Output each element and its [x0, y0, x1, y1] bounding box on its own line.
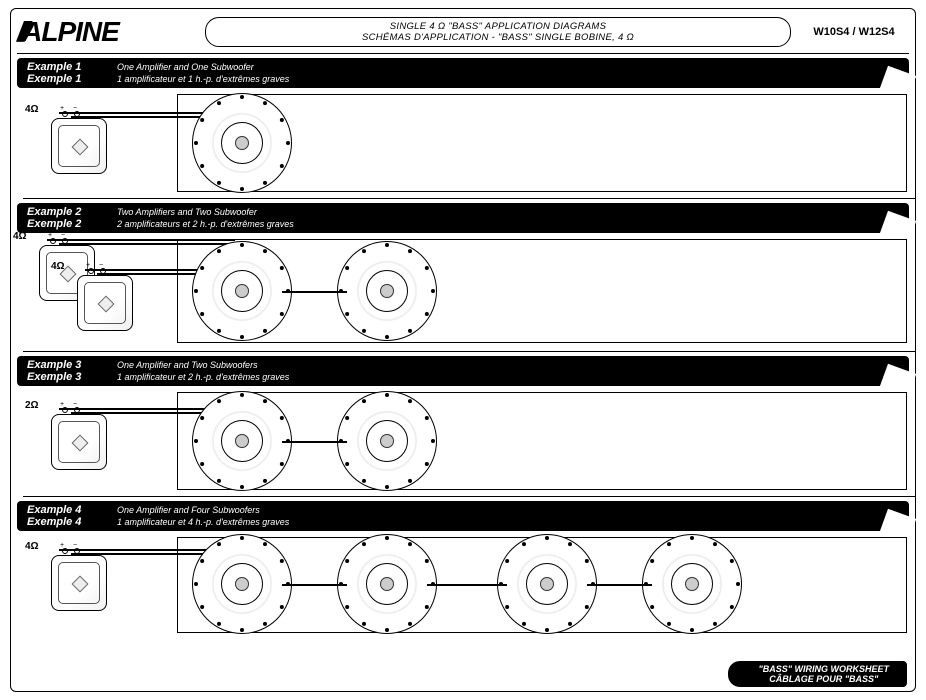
section-divider: [23, 496, 915, 497]
impedance-label: 4Ω: [51, 261, 65, 272]
model-numbers: W10S4 / W12S4: [799, 26, 909, 38]
wire: [47, 239, 235, 241]
footer-pill: "BASS" WIRING WORKSHEET CÂBLAGE POUR "BA…: [728, 661, 907, 687]
example-label-fr: Exemple 3: [27, 371, 107, 383]
subwoofer-icon: [337, 391, 437, 491]
header-divider: [17, 53, 909, 54]
example-label-en: Example 1: [27, 61, 107, 73]
amplifier-icon: +−: [51, 414, 107, 470]
diagram-2: +−4Ω+−4Ω: [17, 233, 909, 351]
amplifier-icon: +−: [51, 555, 107, 611]
section-divider: [23, 198, 915, 199]
example-desc-fr: 2 amplificateurs et 2 h.-p. d'extrêmes g…: [117, 219, 294, 229]
example-header-3: Example 3 One Amplifier and Two Subwoofer…: [17, 356, 909, 386]
diagram-3: +− 2Ω: [17, 386, 909, 496]
example-desc-en: One Amplifier and Two Subwoofers: [117, 360, 258, 370]
example-header-2: Example 2 Two Amplifiers and Two Subwoofe…: [17, 203, 909, 233]
example-desc-en: Two Amplifiers and Two Subwoofer: [117, 207, 257, 217]
example-label-en: Example 4: [27, 504, 107, 516]
page-frame: ////ALPINE SINGLE 4 Ω "BASS" APPLICATION…: [10, 8, 916, 692]
title-fr: SCHÉMAS D'APPLICATION - "BASS" SINGLE BO…: [362, 32, 634, 43]
amplifier-icon: +−: [77, 275, 133, 331]
subwoofer-icon: [192, 93, 292, 193]
example-label-en: Example 3: [27, 359, 107, 371]
subwoofer-icon: [192, 534, 292, 634]
example-desc-fr: 1 amplificateur et 1 h.-p. d'extrêmes gr…: [117, 74, 289, 84]
wire: [427, 584, 507, 586]
example-header-1: Example 1 One Amplifier and One Subwoofer…: [17, 58, 909, 88]
impedance-label: 4Ω: [25, 104, 39, 115]
impedance-label: 4Ω: [13, 231, 27, 242]
diagram-4: +− 4Ω: [17, 531, 909, 649]
subwoofer-icon: [642, 534, 742, 634]
title-oval: SINGLE 4 Ω "BASS" APPLICATION DIAGRAMS S…: [205, 17, 791, 47]
example-label-fr: Exemple 1: [27, 73, 107, 85]
header: ////ALPINE SINGLE 4 Ω "BASS" APPLICATION…: [17, 13, 909, 51]
subwoofer-icon: [337, 241, 437, 341]
footer-line2: CÂBLAGE POUR "BASS": [758, 674, 889, 684]
example-label-fr: Exemple 2: [27, 218, 107, 230]
example-header-4: Example 4 One Amplifier and Four Subwoofe…: [17, 501, 909, 531]
section-divider: [23, 351, 915, 352]
subwoofer-icon: [337, 534, 437, 634]
impedance-label: 2Ω: [25, 400, 39, 411]
wire: [282, 441, 347, 443]
brand-text: ALPINE: [22, 16, 119, 47]
example-label-en: Example 2: [27, 206, 107, 218]
example-label-fr: Exemple 4: [27, 516, 107, 528]
subwoofer-icon: [497, 534, 597, 634]
impedance-label: 4Ω: [25, 541, 39, 552]
amplifier-icon: +−: [51, 118, 107, 174]
subwoofer-icon: [192, 241, 292, 341]
example-desc-en: One Amplifier and One Subwoofer: [117, 62, 254, 72]
example-desc-fr: 1 amplificateur et 4 h.-p. d'extrêmes gr…: [117, 517, 289, 527]
example-desc-en: One Amplifier and Four Subwoofers: [117, 505, 260, 515]
footer-line1: "BASS" WIRING WORKSHEET: [758, 664, 889, 674]
wire: [282, 584, 347, 586]
examples-container: Example 1 One Amplifier and One Subwoofer…: [17, 58, 909, 649]
example-desc-fr: 1 amplificateur et 2 h.-p. d'extrêmes gr…: [117, 372, 289, 382]
wire: [587, 584, 652, 586]
diagram-1: +− 4Ω: [17, 88, 909, 198]
wire: [282, 291, 347, 293]
title-en: SINGLE 4 Ω "BASS" APPLICATION DIAGRAMS: [390, 21, 606, 32]
subwoofer-icon: [192, 391, 292, 491]
brand-logo: ////ALPINE: [17, 17, 197, 47]
